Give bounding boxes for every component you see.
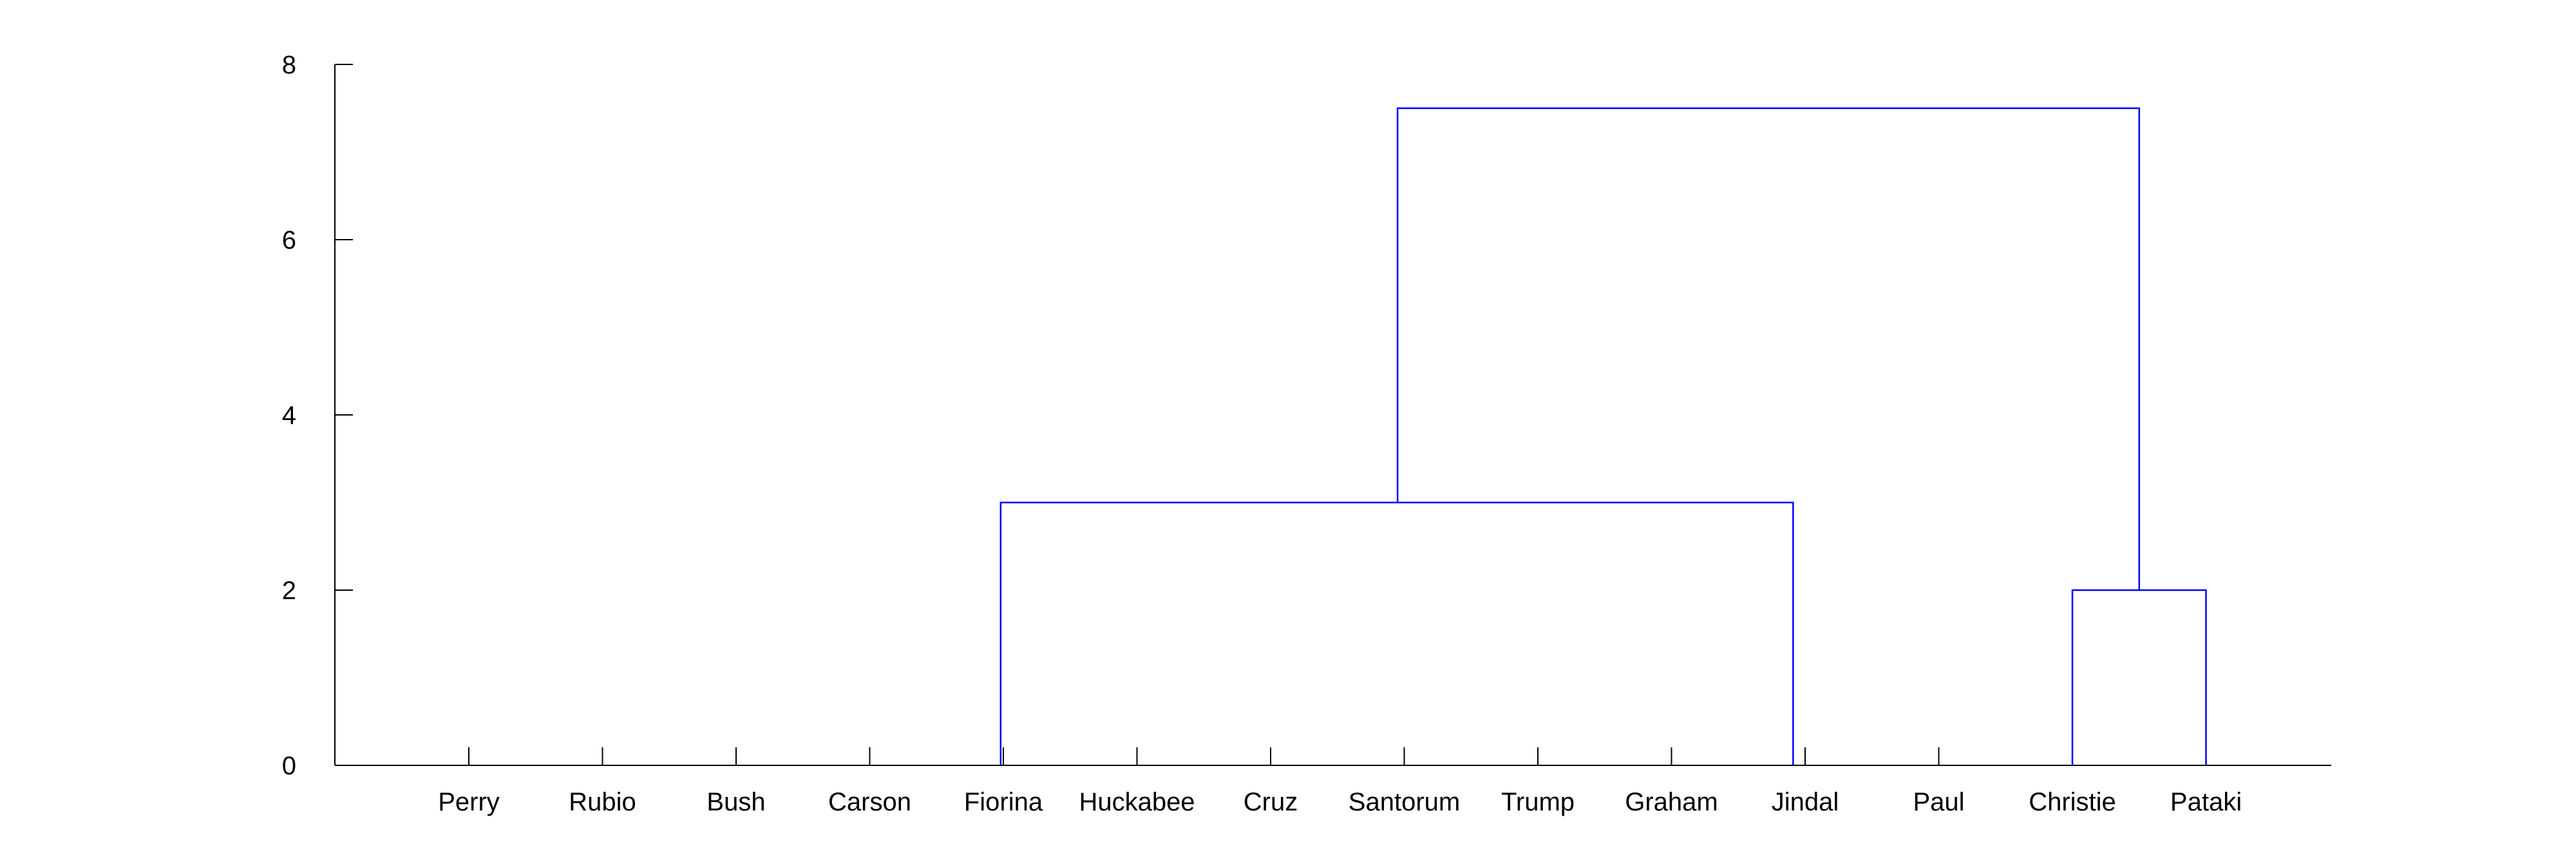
y-tick-label: 6 [282,226,296,254]
x-tick-label: Paul [1913,788,1964,816]
x-tick-label: Jindal [1772,788,1839,816]
x-tick-label: Bush [706,788,765,816]
dendrogram-link [2071,589,2207,765]
axis-labels: 0 2 4 6 8 Perry Rubio Bush Carson Fiorina Huckabee… [282,51,2242,816]
x-tick-label: Trump [1501,788,1575,816]
dendrogram-links [999,107,2207,765]
x-tick-label: Cruz [1244,788,1298,816]
x-tick-label: Pataki [2170,788,2242,816]
y-tick-label: 2 [282,577,296,605]
x-tick-label: Rubio [569,788,636,816]
dendrogram-link [1396,107,2140,590]
y-tick-label: 8 [282,51,296,79]
x-tick-label: Santorum [1349,788,1460,816]
axes [334,64,2331,766]
y-tick-label: 4 [282,401,296,430]
x-tick-label: Christie [2029,788,2116,816]
dendrogram-link [999,501,1794,765]
x-tick-label: Carson [828,788,911,816]
x-tick-label: Perry [438,788,500,816]
y-tick-label: 0 [282,752,296,780]
x-tick-label: Graham [1625,788,1718,816]
x-tick-label: Huckabee [1079,788,1195,816]
x-tick-label: Fiorina [964,788,1043,816]
